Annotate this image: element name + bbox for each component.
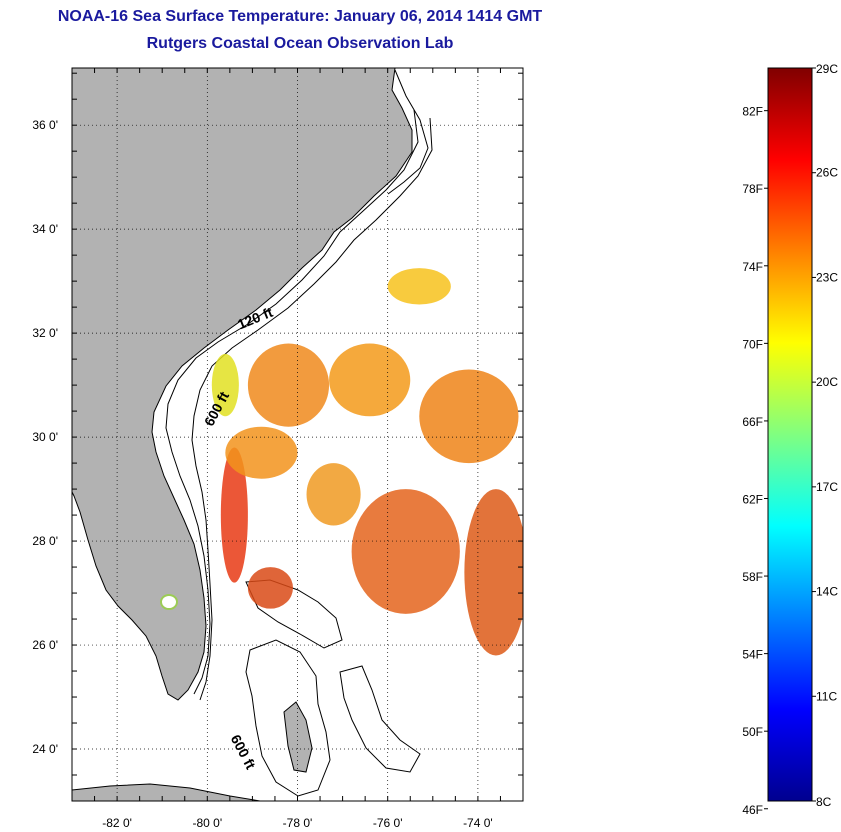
lat-tick-label: 26 0' (32, 638, 58, 652)
sst-patch (211, 353, 239, 417)
colorbar-celsius-label: 29C (816, 62, 838, 76)
colorbar-fahrenheit-label: 54F (742, 648, 763, 662)
lon-tick-label: -78 0' (283, 816, 313, 830)
colorbar-celsius-label: 26C (816, 166, 838, 180)
sst-patch (329, 343, 411, 417)
us-southeast-land (72, 68, 413, 701)
sst-patch (464, 489, 523, 656)
lat-tick-label: 28 0' (32, 534, 58, 548)
isobath-120ft (165, 109, 419, 695)
colorbar-celsius-label: 20C (816, 375, 838, 389)
lon-tick-label: -76 0' (373, 816, 403, 830)
colorbar-fahrenheit-label: 58F (742, 570, 763, 584)
outer-banks (387, 69, 429, 195)
sst-patch (419, 369, 519, 464)
bahamas-great-bank (245, 639, 331, 797)
colorbar-fahrenheit-label: 82F (742, 105, 763, 119)
colorbar-celsius-label: 17C (816, 480, 838, 494)
colorbar-celsius-label: 11C (816, 689, 837, 703)
cuba-land (72, 783, 261, 801)
colorbar-celsius-label: 8C (816, 795, 832, 809)
sst-patch (247, 343, 330, 427)
longitude-axis: -82 0' -80 0' -78 0' -76 0' -74 0' (71, 68, 524, 830)
colorbar-fahrenheit-label: 70F (742, 337, 763, 351)
lon-tick-label: -82 0' (102, 816, 132, 830)
lake-okeechobee (160, 594, 178, 610)
latitude-axis: 24 0' 26 0' 28 0' 30 0' 32 0' 34 0' 36 0' (32, 72, 523, 802)
sst-data-layer (211, 268, 523, 656)
colorbar-fahrenheit-ticks: 82F 78F 74F 70F 66F 62F 58F 54F 50F 46F (742, 105, 768, 817)
bahamas-eastern-bank (339, 665, 421, 773)
lon-tick-label: -80 0' (192, 816, 222, 830)
colorbar-fahrenheit-label: 46F (742, 803, 763, 817)
colorbar-celsius-ticks: 29C 26C 23C 20C 17C 14C 11C 8C (812, 62, 838, 809)
isobath-600ft (191, 117, 433, 701)
lat-tick-label: 32 0' (32, 326, 58, 340)
sst-patch (247, 567, 293, 609)
lon-tick-label: -74 0' (463, 816, 493, 830)
colorbar-celsius-label: 23C (816, 270, 838, 284)
map-title: NOAA-16 Sea Surface Temperature: January… (57, 8, 543, 25)
sst-patch (351, 489, 460, 614)
lat-tick-label: 36 0' (32, 118, 58, 132)
sst-patch (387, 268, 451, 305)
colorbar-fahrenheit-label: 62F (742, 492, 763, 506)
lat-tick-label: 34 0' (32, 222, 58, 236)
colorbar-fahrenheit-label: 74F (742, 260, 763, 274)
map-subtitle: Rutgers Coastal Ocean Observation Lab (146, 35, 454, 52)
lat-tick-label: 24 0' (32, 742, 58, 756)
colorbar-fahrenheit-label: 50F (742, 725, 763, 739)
colorbar-celsius-label: 14C (816, 585, 838, 599)
colorbar (767, 67, 813, 802)
colorbar-fahrenheit-label: 78F (742, 182, 763, 196)
colorbar-fahrenheit-label: 66F (742, 415, 763, 429)
lat-tick-label: 30 0' (32, 430, 58, 444)
sst-patch (220, 447, 248, 583)
sst-patch (225, 426, 298, 479)
sst-patch (306, 463, 361, 526)
